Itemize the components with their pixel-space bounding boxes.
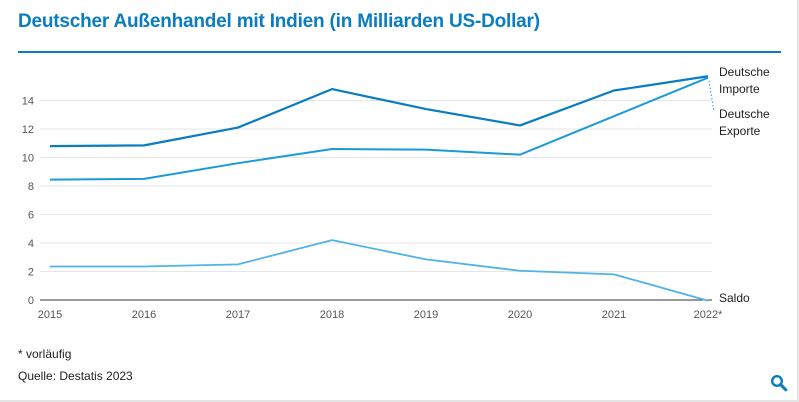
y-tick-label: 0: [28, 295, 34, 307]
series-labels: Deutsche Importe Deutsche Exporte Saldo: [708, 65, 770, 305]
line-chart: 0 2 4 6 8 10 12 14 2015 2016 2017 2018 2019 2020 2021…: [22, 65, 770, 321]
series-lines: [49, 75, 709, 302]
title-divider: [18, 51, 781, 53]
x-axis-ticks: 2015 2016 2017 2018 2019 2020 2021 2022*: [38, 309, 723, 321]
label-leader: [708, 80, 715, 113]
series-label: Deutsche: [719, 107, 770, 121]
series-label: Importe: [719, 82, 760, 96]
source-note: Quelle: Destatis 2023: [18, 369, 133, 383]
y-tick-label: 6: [28, 210, 34, 222]
x-tick-label: 2020: [508, 309, 532, 321]
x-tick-label: 2016: [132, 309, 156, 321]
chart-title: Deutscher Außenhandel mit Indien (in Mil…: [18, 11, 540, 32]
x-tick-label: 2018: [320, 309, 344, 321]
series-line-0: [49, 75, 709, 148]
y-tick-label: 14: [22, 96, 34, 108]
y-tick-label: 8: [28, 181, 34, 193]
x-tick-label: 2021: [602, 309, 626, 321]
footnote: * vorläufig: [18, 347, 72, 361]
x-tick-label: 2015: [38, 309, 62, 321]
y-tick-label: 12: [22, 124, 34, 136]
x-tick-label: 2017: [226, 309, 250, 321]
series-label: Deutsche: [719, 65, 770, 79]
series-label: Saldo: [719, 291, 750, 305]
grid-lines: [40, 100, 712, 301]
x-tick-label: 2022*: [694, 309, 723, 321]
magnifier-icon[interactable]: [770, 374, 788, 392]
series-line-1: [49, 76, 709, 181]
series-label: Exporte: [719, 124, 761, 138]
x-tick-label: 2019: [414, 309, 438, 321]
y-tick-label: 2: [28, 267, 34, 279]
y-tick-label: 4: [28, 238, 34, 250]
y-tick-label: 10: [22, 153, 34, 165]
y-axis-ticks: 0 2 4 6 8 10 12 14: [22, 96, 34, 308]
series-line-2: [50, 239, 709, 302]
